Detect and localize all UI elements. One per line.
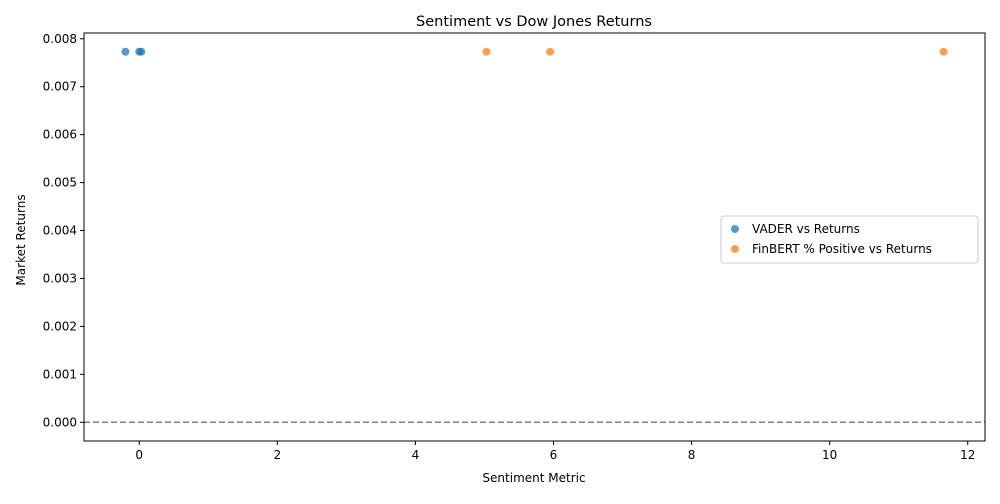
legend-marker-series-2	[731, 245, 739, 253]
data-point-series-1-1	[121, 47, 130, 56]
axes: 0 2 4 6 8 10 12 0.000 0.001 0.002 0.003 0.004 0.005 0…	[43, 32, 986, 462]
x-tick-label: 8	[688, 448, 696, 462]
x-tick-label: 2	[273, 448, 281, 462]
y-axis-label: Market Returns	[14, 194, 28, 285]
legend-box	[720, 215, 979, 264]
y-tick-label: 0.002	[43, 319, 77, 333]
y-tick-label: 0.000	[43, 415, 77, 429]
data-point-series-2-3	[939, 47, 948, 56]
x-tick-label: 10	[822, 448, 837, 462]
legend-label-series-2: FinBERT % Positive vs Returns	[752, 242, 932, 256]
legend: VADER vs Returns FinBERT % Positive vs Re…	[720, 215, 979, 264]
y-tick-label: 0.008	[43, 32, 77, 46]
x-tick-label: 0	[135, 448, 143, 462]
y-tick-label: 0.006	[43, 128, 77, 142]
plot-area	[84, 47, 985, 424]
plot-frame	[83, 32, 986, 442]
legend-label-series-1: VADER vs Returns	[752, 222, 860, 236]
legend-marker-series-1	[731, 225, 739, 233]
y-tick-label: 0.003	[43, 271, 77, 285]
x-tick-label: 6	[550, 448, 558, 462]
x-tick-label: 12	[960, 448, 975, 462]
y-tick-label: 0.005	[43, 176, 77, 190]
chart-title: Sentiment vs Dow Jones Returns	[416, 14, 652, 30]
data-point-series-1-3	[137, 47, 146, 56]
y-tick-label: 0.007	[43, 80, 77, 94]
y-tick-label: 0.001	[43, 367, 77, 381]
y-tick-label: 0.004	[43, 224, 77, 238]
data-point-series-2-1	[482, 47, 491, 56]
x-tick-label: 4	[412, 448, 420, 462]
data-point-series-2-2	[546, 47, 555, 56]
x-axis-label: Sentiment Metric	[482, 471, 585, 485]
